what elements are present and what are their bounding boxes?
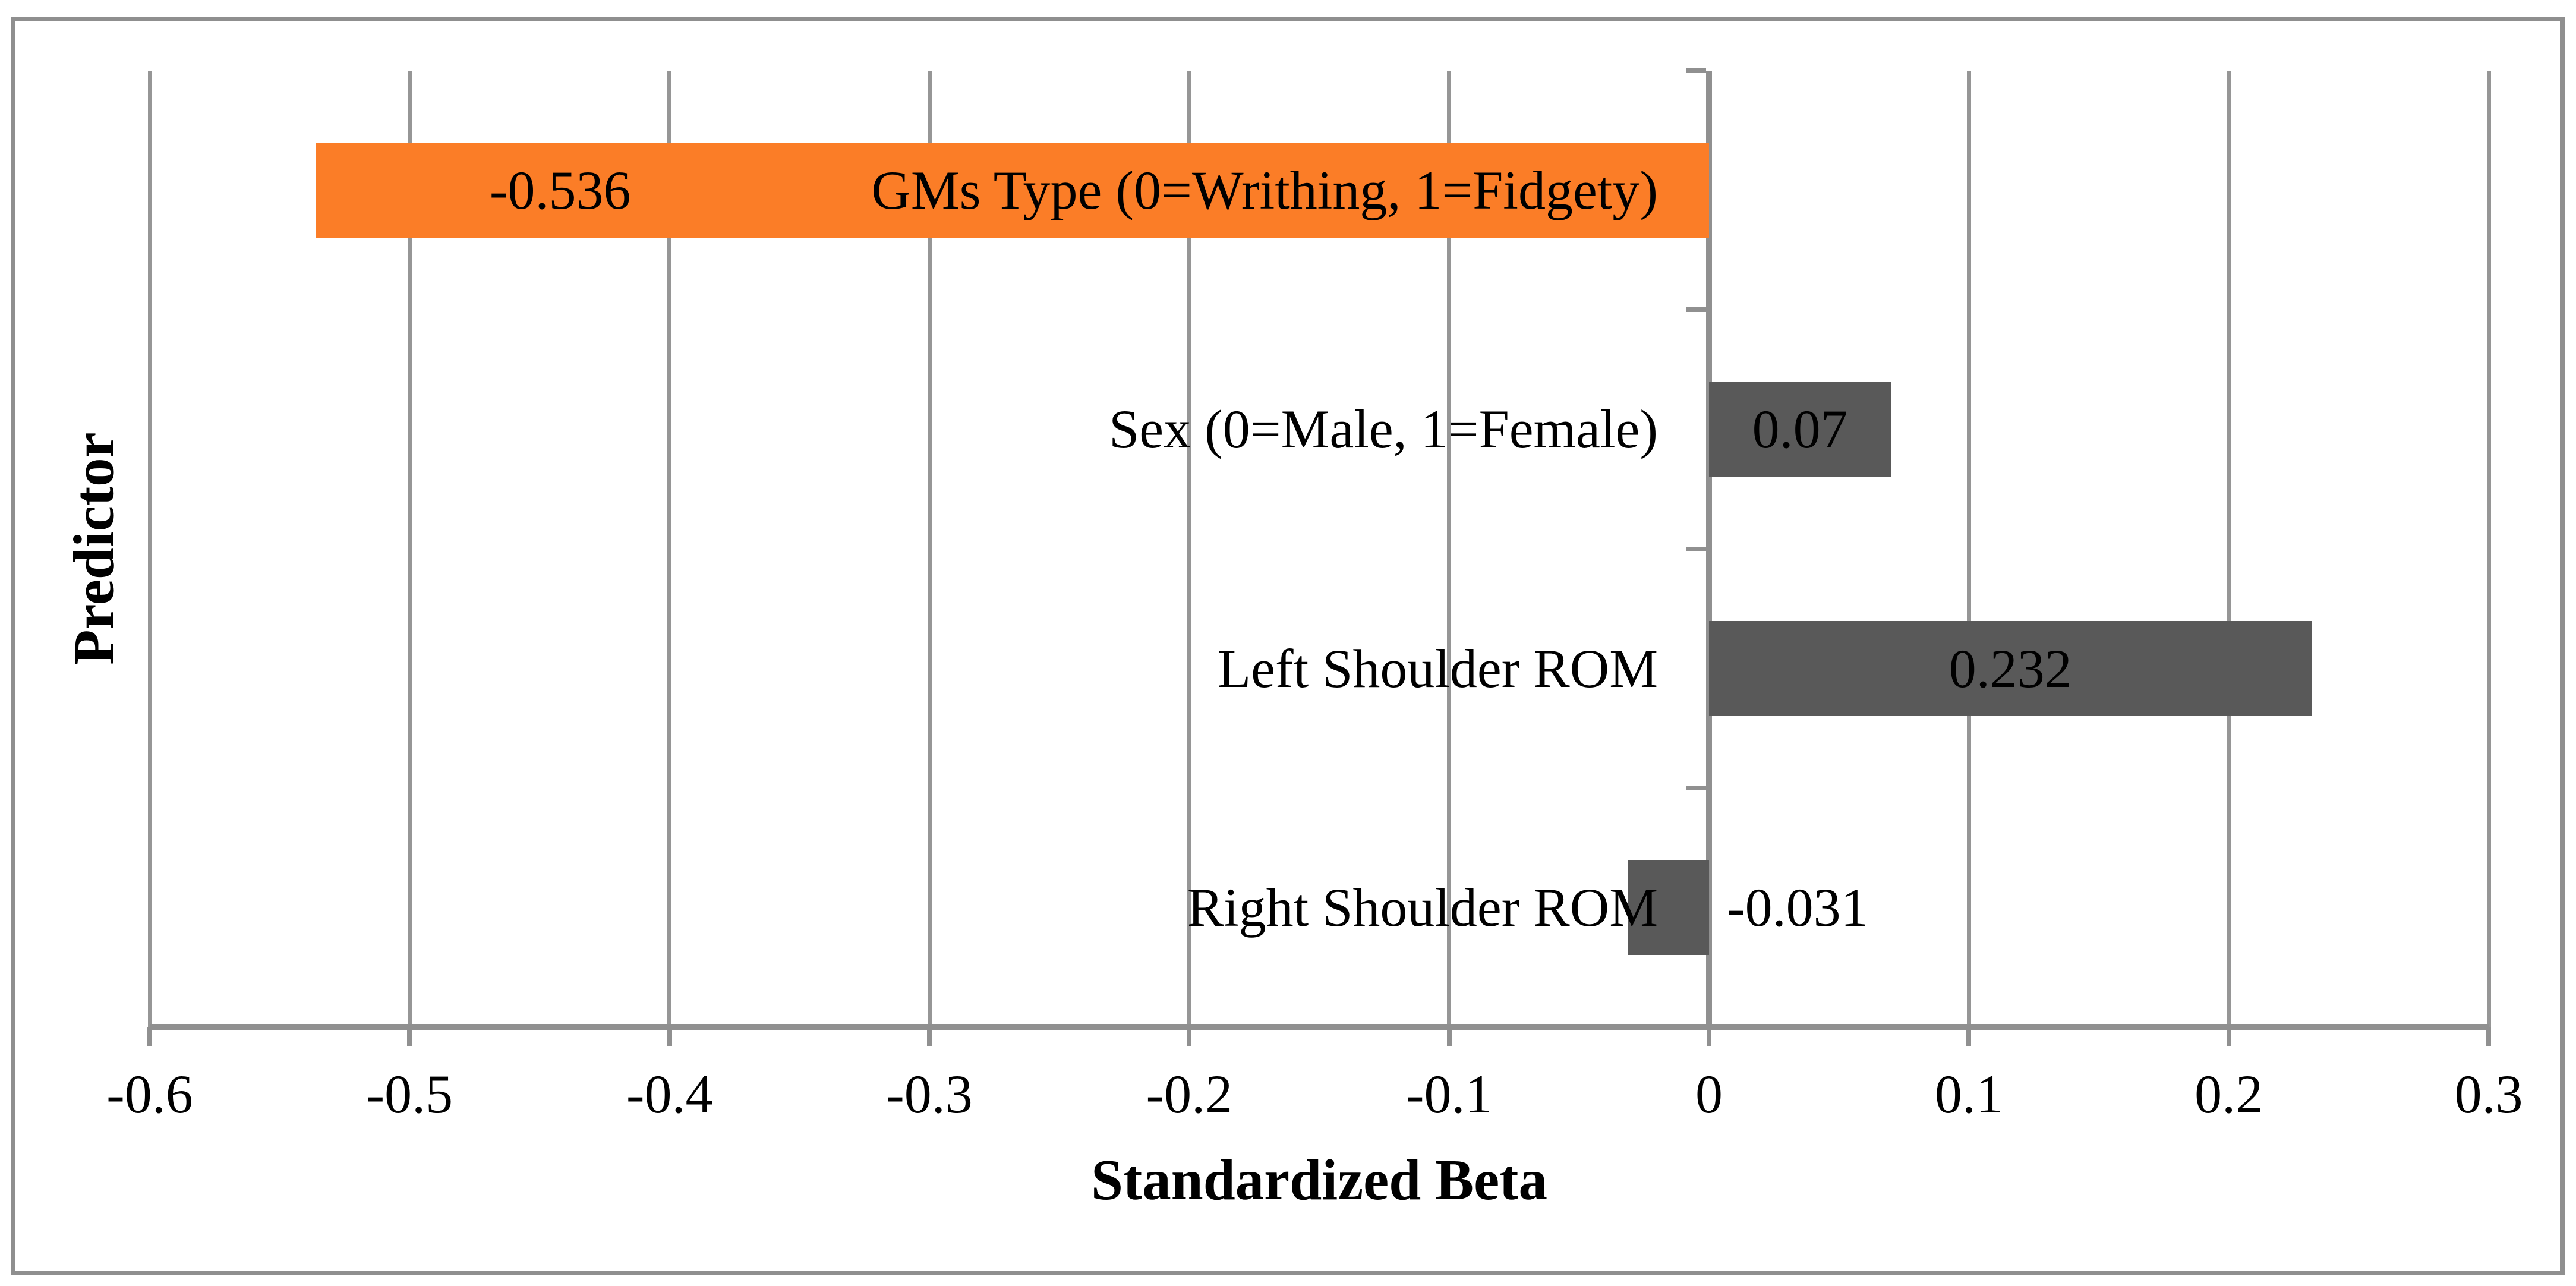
- x-tick-label: 0.2: [2195, 1064, 2263, 1124]
- gridline: [1966, 71, 1971, 1027]
- x-tick-label: 0: [1695, 1064, 1723, 1124]
- x-tick-label: 0.3: [2454, 1064, 2523, 1124]
- category-label: Left Shoulder ROM: [1217, 638, 1658, 699]
- category-axis-tick: [1686, 546, 1706, 551]
- gridline: [2227, 71, 2231, 1027]
- category-label: GMs Type (0=Writhing, 1=Fidgety): [871, 160, 1658, 221]
- gridline: [1447, 71, 1452, 1027]
- category-label: Right Shoulder ROM: [1187, 877, 1658, 938]
- category-axis-tick: [1686, 785, 1706, 790]
- figure-border: [11, 17, 2565, 1275]
- bar-value-label: -0.536: [489, 160, 631, 221]
- gridline: [147, 71, 152, 1027]
- gridline: [1187, 71, 1191, 1027]
- category-axis-tick: [1686, 307, 1706, 313]
- y-axis-title: Predictor: [62, 432, 126, 665]
- x-axis-line: [150, 1024, 2489, 1030]
- x-axis-tick: [1187, 1027, 1192, 1046]
- x-axis-tick: [2226, 1027, 2231, 1046]
- bar-4: [1628, 859, 1709, 955]
- x-axis-tick: [2486, 1027, 2491, 1046]
- x-axis-tick: [667, 1027, 672, 1046]
- bar-2: [1709, 382, 1891, 477]
- x-tick-label: -0.5: [366, 1064, 453, 1124]
- gridline: [667, 71, 672, 1027]
- x-tick-label: 0.1: [1934, 1064, 2003, 1124]
- x-axis-tick: [927, 1027, 932, 1046]
- x-tick-label: -0.4: [626, 1064, 713, 1124]
- gridline: [407, 71, 412, 1027]
- x-tick-label: -0.6: [106, 1064, 193, 1124]
- bar-value-label: 0.07: [1752, 399, 1848, 460]
- x-axis-tick: [1707, 1027, 1711, 1046]
- x-axis-tick: [407, 1027, 412, 1046]
- category-label: Sex (0=Male, 1=Female): [1109, 399, 1658, 460]
- bar-value-label: -0.031: [1727, 877, 1868, 938]
- gridline: [927, 71, 932, 1027]
- x-axis-tick: [147, 1027, 152, 1046]
- x-axis-title: Standardized Beta: [1091, 1148, 1547, 1212]
- gridline: [2486, 71, 2491, 1027]
- bar-1: [316, 143, 1709, 238]
- bar-3: [1709, 620, 2312, 716]
- x-axis-tick: [1446, 1027, 1452, 1046]
- category-axis-line: [1706, 71, 1712, 1027]
- x-tick-label: -0.3: [886, 1064, 973, 1124]
- x-tick-label: -0.1: [1405, 1064, 1493, 1124]
- category-axis-tick: [1686, 68, 1706, 73]
- x-axis-tick: [1966, 1027, 1972, 1046]
- x-tick-label: -0.2: [1146, 1064, 1233, 1124]
- bar-value-label: 0.232: [1948, 638, 2072, 699]
